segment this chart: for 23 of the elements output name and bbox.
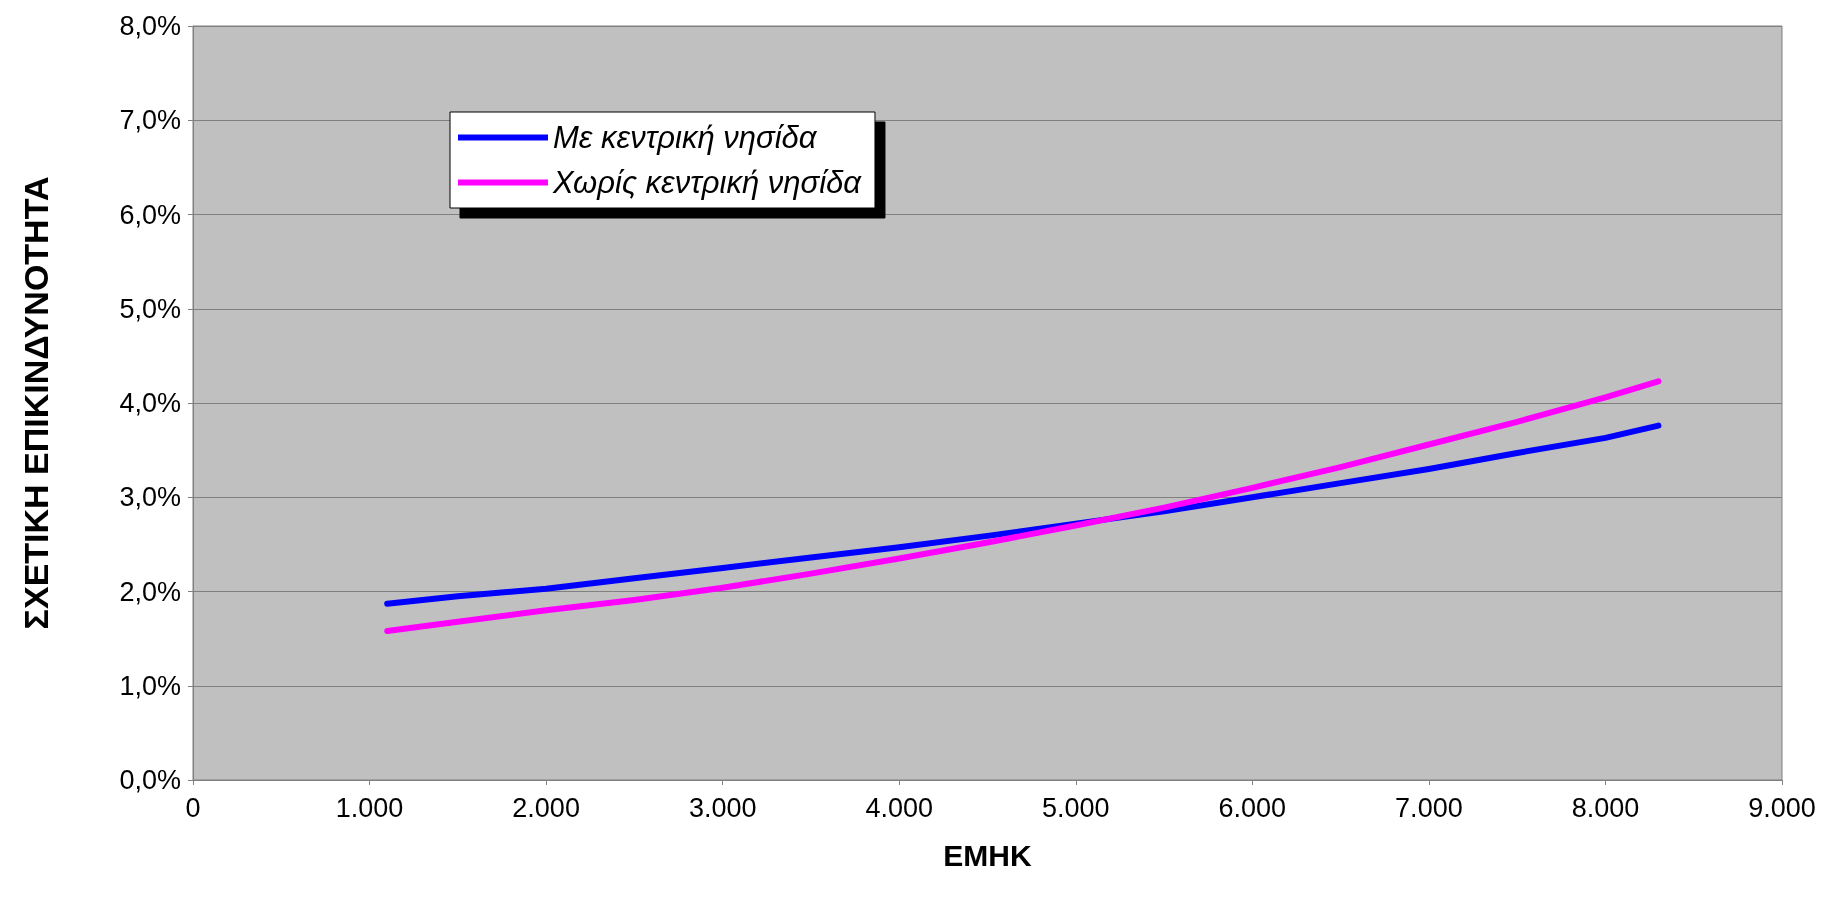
x-tick-label: 5.000 (1041, 792, 1110, 823)
x-tick-label: 4.000 (865, 792, 934, 823)
x-tick-label: 9.000 (1748, 792, 1816, 823)
x-tick-label: 2.000 (512, 792, 580, 823)
x-tick-label: 6.000 (1218, 792, 1287, 823)
legend-label: Χωρίς κεντρική νησίδα (552, 165, 863, 200)
y-tick-label: 5,0% (119, 293, 181, 324)
y-axis-title: ΣΧΕΤΙΚΗ ΕΠΙΚΙΝΔΥΝΟΤΗΤΑ (17, 176, 55, 630)
y-tick-label: 6,0% (119, 199, 181, 230)
x-tick-label: 0 (185, 792, 201, 823)
y-tick-label: 1,0% (119, 670, 181, 701)
x-tick-label: 3.000 (688, 792, 757, 823)
x-tick-label: 1.000 (335, 792, 404, 823)
y-tick-label: 4,0% (119, 388, 181, 418)
x-tick-label: 7.000 (1395, 792, 1463, 823)
y-tick-label: 2,0% (119, 576, 181, 607)
x-tick-label: 8.000 (1571, 792, 1640, 823)
y-tick-label: 3,0% (119, 482, 181, 513)
y-tick-label: 8,0% (119, 11, 181, 41)
y-tick-label: 7,0% (119, 105, 181, 136)
x-axis-title: ΕΜΗΚ (943, 838, 1032, 872)
legend-label: Με κεντρική νησίδα (553, 120, 818, 155)
y-tick-label: 0,0% (119, 765, 181, 795)
